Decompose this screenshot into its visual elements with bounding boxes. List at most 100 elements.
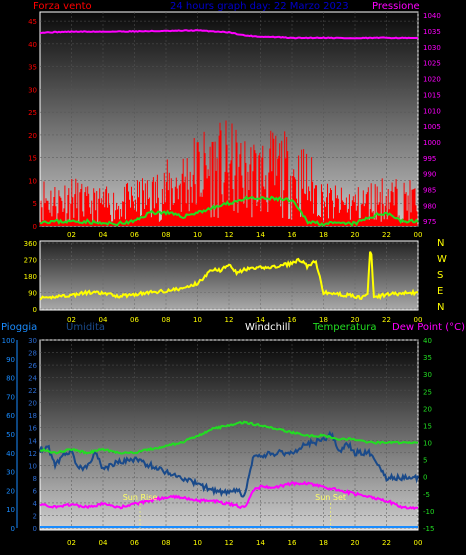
rain-tick-label: 50 — [6, 431, 15, 439]
pressure-tick-label: 1030 — [423, 44, 441, 52]
humidity-tick-label: 30 — [28, 337, 37, 345]
compass-label: S — [437, 270, 443, 281]
time-tick-label: 18 — [319, 231, 328, 239]
rain-label: Pioggia — [1, 322, 37, 333]
pressure-tick-label: 985 — [423, 187, 436, 195]
humidity-tick-label: 10 — [28, 462, 37, 470]
pressure-tick-label: 1040 — [423, 12, 441, 20]
rain-tick-label: 20 — [6, 487, 15, 495]
time-tick-label: 06 — [130, 231, 139, 239]
direction-tick-label: 0 — [33, 306, 37, 314]
wind-tick-label: 40 — [28, 41, 37, 49]
time-tick-label: 16 — [288, 539, 297, 547]
time-tick-label: 16 — [288, 316, 297, 324]
wind-tick-label: 45 — [28, 18, 37, 26]
time-tick-label: 10 — [193, 316, 202, 324]
temperature-panel-series — [39, 420, 419, 528]
direction-series — [39, 251, 418, 301]
rain-tick-label: 60 — [6, 412, 15, 420]
wind-tick-label: 15 — [28, 155, 37, 163]
wind-panel-series — [39, 29, 419, 227]
direction-axis-ticks: 0 90 180 270 360 — [24, 240, 37, 314]
humidity-tick-label: 0 — [33, 525, 37, 533]
rain-tick-label: 40 — [6, 450, 15, 458]
pressure-tick-label: 1000 — [423, 139, 441, 147]
time-tick-label: 18 — [319, 539, 328, 547]
windchill-label: Windchill — [245, 322, 290, 333]
wind-tick-label: 5 — [33, 200, 37, 208]
temperature-panel-background — [39, 339, 419, 531]
temperature-tick-label: -15 — [423, 525, 434, 533]
wind-panel-background — [39, 11, 419, 227]
direction-tick-label: 180 — [24, 273, 37, 281]
pressure-tick-label: 1020 — [423, 76, 441, 84]
sun-markers: Sun Rise Sun Set — [123, 493, 346, 528]
time-tick-label: 16 — [288, 231, 297, 239]
temperature-tick-label: 10 — [423, 440, 432, 448]
compass-label: E — [437, 286, 443, 297]
rain-tick-label: 90 — [6, 356, 15, 364]
temperature-panel-time-ticks: 02 04 06 08 10 12 14 16 18 20 22 00 — [67, 539, 422, 547]
wind-tick-label: 10 — [28, 177, 37, 185]
rain-tick-label: 0 — [11, 525, 15, 533]
wind-panel-time-ticks: 02 04 06 08 10 12 14 16 18 20 22 00 — [67, 231, 422, 239]
dew-point-series — [39, 480, 418, 511]
pressure-tick-label: 1010 — [423, 107, 441, 115]
humidity-tick-label: 20 — [28, 400, 37, 408]
rain-tick-label: 10 — [6, 506, 15, 514]
dew-point-label: Dew Point (°C) — [392, 322, 465, 333]
pressure-tick-label: 1025 — [423, 60, 441, 68]
time-tick-label: 18 — [319, 316, 328, 324]
wind-tick-label: 30 — [28, 86, 37, 94]
time-tick-label: 08 — [162, 231, 171, 239]
humidity-tick-label: 14 — [28, 437, 37, 445]
time-tick-label: 22 — [382, 316, 391, 324]
rain-tick-label: 70 — [6, 393, 15, 401]
average-wind-series — [39, 195, 419, 227]
time-tick-label: 02 — [67, 231, 76, 239]
time-tick-label: 22 — [382, 231, 391, 239]
temperature-tick-label: 5 — [423, 457, 427, 465]
humidity-tick-label: 24 — [28, 375, 37, 383]
time-tick-label: 14 — [256, 539, 265, 547]
time-tick-label: 10 — [193, 231, 202, 239]
compass-label: W — [437, 254, 447, 265]
humidity-series — [39, 430, 419, 498]
sunrise-label: Sun Rise — [123, 493, 158, 502]
humidity-tick-label: 22 — [28, 387, 37, 395]
direction-panel-grid — [40, 242, 419, 310]
pressure-series — [39, 29, 419, 40]
pressure-tick-label: 975 — [423, 218, 436, 226]
temperature-tick-label: 35 — [423, 354, 432, 362]
humidity-tick-label: 16 — [28, 425, 37, 433]
pressure-label: Pressione — [372, 1, 420, 12]
direction-panel-series — [39, 251, 418, 301]
pressure-axis-ticks: 975 980 985 990 995 1000 1005 1010 1015 1020 1025 1… — [423, 12, 441, 226]
humidity-tick-label: 26 — [28, 362, 37, 370]
wind-tick-label: 20 — [28, 132, 37, 140]
time-tick-label: 00 — [414, 316, 423, 324]
wind-axis-ticks: 0 5 10 15 20 25 30 35 40 45 — [28, 18, 37, 231]
time-tick-label: 08 — [162, 316, 171, 324]
time-tick-label: 20 — [351, 316, 360, 324]
rain-tick-label: 80 — [6, 375, 15, 383]
temperature-axis-ticks: -15 -10 -5 0 5 10 15 20 25 30 35 40 — [423, 337, 434, 533]
time-tick-label: 04 — [99, 316, 108, 324]
time-tick-label: 10 — [193, 539, 202, 547]
wind-tick-label: 25 — [28, 109, 37, 117]
pressure-tick-label: 980 — [423, 202, 436, 210]
temperature-tick-label: -10 — [423, 508, 434, 516]
time-tick-label: 06 — [130, 539, 139, 547]
pressure-tick-label: 1005 — [423, 123, 441, 131]
wind-speed-label: Forza vento — [33, 1, 92, 12]
direction-tick-label: 90 — [28, 290, 37, 298]
temperature-tick-label: 25 — [423, 388, 432, 396]
direction-panel-time-ticks: 02 04 06 08 10 12 14 16 18 20 22 00 — [67, 316, 422, 324]
sunset-label: Sun Set — [315, 493, 346, 502]
time-tick-label: 04 — [99, 231, 108, 239]
time-tick-label: 14 — [256, 316, 265, 324]
humidity-tick-label: 4 — [33, 500, 38, 508]
